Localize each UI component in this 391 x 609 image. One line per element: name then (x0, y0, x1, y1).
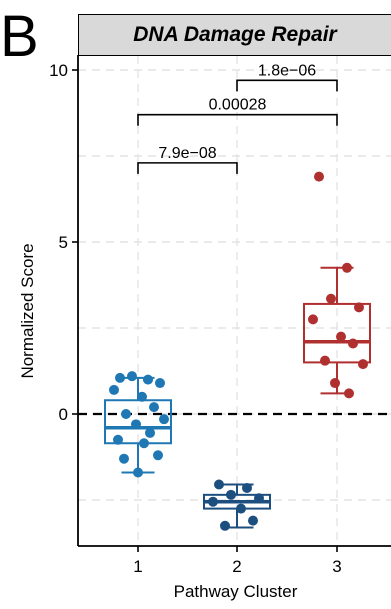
box-iqr (303, 302, 371, 364)
data-point (344, 388, 354, 399)
data-point (314, 171, 324, 182)
data-point (248, 515, 258, 526)
comparison-bracket: 1.8e−06 (236, 62, 338, 92)
box-iqr (104, 399, 172, 445)
p-value-label: 0.00028 (209, 97, 267, 114)
y-tick-label: 5 (59, 233, 68, 252)
x-tick-label: 1 (133, 557, 142, 576)
data-point (145, 427, 155, 438)
data-point (220, 520, 230, 531)
data-point (153, 450, 163, 461)
data-point (139, 438, 149, 449)
data-point (320, 355, 330, 366)
data-point (119, 453, 129, 464)
data-point (109, 384, 119, 395)
data-point (143, 374, 153, 385)
data-point (214, 479, 224, 490)
data-point (348, 338, 358, 349)
panel-letter: B (0, 4, 39, 69)
data-point (159, 414, 169, 425)
data-point (131, 419, 141, 430)
comparison-bracket: 7.9e−08 (137, 145, 238, 174)
data-point (354, 302, 364, 313)
data-point (149, 402, 159, 413)
data-point (358, 359, 368, 370)
comparison-bracket: 0.00028 (137, 97, 338, 126)
data-point (133, 467, 143, 478)
data-point (254, 493, 264, 504)
data-point (236, 503, 246, 514)
data-point (330, 378, 340, 389)
y-tick-label: 10 (49, 61, 68, 80)
data-point (121, 409, 131, 419)
p-value-label: 1.8e−06 (258, 62, 316, 79)
data-point (326, 293, 336, 304)
data-point (208, 496, 218, 507)
data-point (336, 331, 346, 342)
chart-title: DNA Damage Repair (133, 23, 337, 46)
bracket-line (137, 162, 238, 174)
facet-strip: DNA Damage Repair (78, 14, 391, 56)
x-tick-label: 2 (232, 557, 241, 576)
data-point (308, 314, 318, 325)
data-point (155, 378, 165, 389)
box-3 (303, 266, 371, 395)
data-point (226, 489, 236, 500)
p-value-label: 7.9e−08 (158, 145, 216, 162)
data-point (127, 371, 137, 382)
data-point (342, 262, 352, 273)
data-point (115, 372, 125, 383)
bracket-line (137, 113, 338, 126)
x-axis-title: Pathway Cluster (174, 582, 298, 601)
x-tick-label: 3 (332, 557, 341, 576)
y-tick-label: 0 (59, 405, 68, 424)
y-axis-title: Normalized Score (18, 243, 37, 378)
data-point (137, 391, 147, 402)
data-point (113, 434, 123, 445)
bracket-line (236, 79, 338, 92)
data-point (242, 482, 252, 493)
